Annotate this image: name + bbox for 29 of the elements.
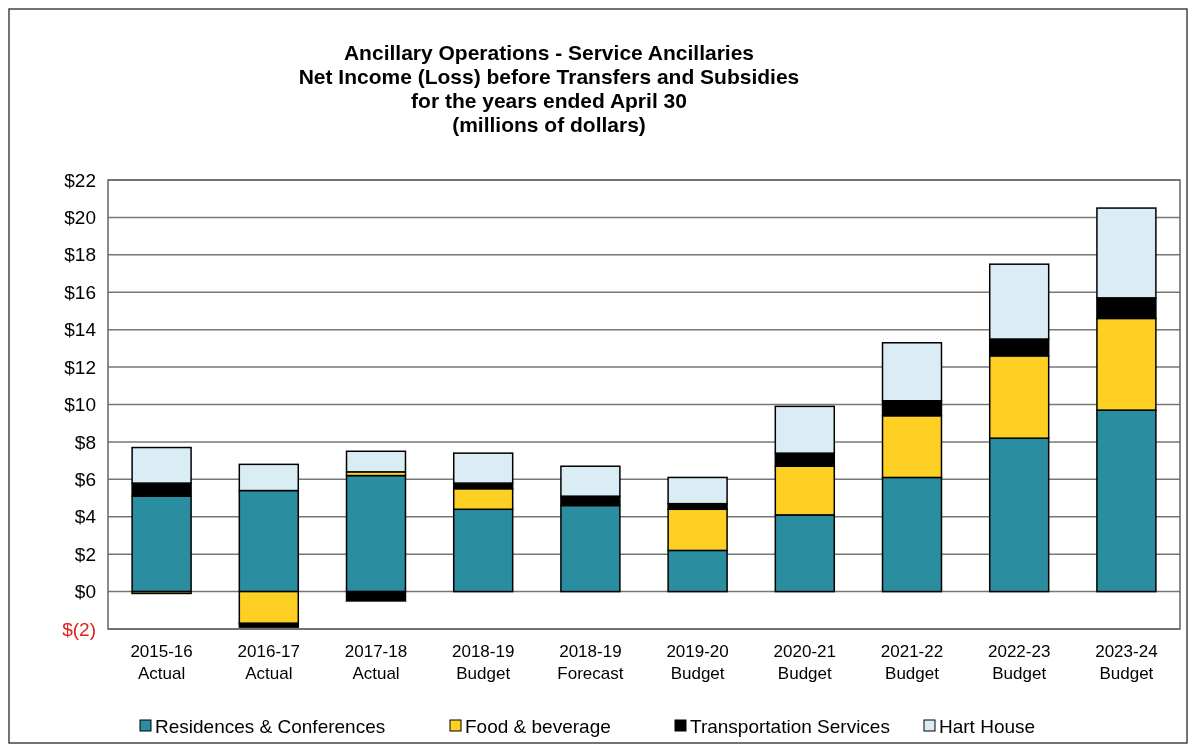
y-tick-label: $16 [64, 281, 96, 303]
x-tick-label: 2023-24 Budget [1095, 642, 1158, 683]
legend-label: Hart House [939, 715, 1036, 737]
y-tick-label: $0 [74, 581, 96, 603]
y-tick-label: $14 [64, 319, 97, 341]
x-tick-label: 2022-23 Budget [988, 642, 1051, 683]
x-tick-label: 2018-19 Budget [452, 642, 515, 683]
x-tick-label: 2016-17 Actual [237, 642, 300, 683]
legend-label: Food & beverage [465, 715, 611, 737]
x-tick-label: 2017-18 Actual [344, 642, 408, 683]
y-tick-label: $20 [64, 207, 96, 229]
x-tick-label: 2015-16 Actual [130, 642, 193, 683]
y-tick-label: $8 [74, 431, 96, 453]
chart-title: Ancillary Operations - Service Ancillaries Net Income (Loss) before Transfers and Subsidies for the years ended April 30 (millions of dollars) [298, 41, 800, 136]
x-tick-label: 2019-20 Budget [666, 642, 729, 683]
y-tick-label: $12 [64, 356, 96, 378]
y-tick-label: $2 [74, 543, 96, 565]
legend-label: Transportation Services [690, 715, 890, 737]
bar [345, 450, 407, 473]
y-tick-label: $4 [74, 506, 97, 528]
x-tick-label: 2020-21 Budget [773, 642, 836, 683]
y-tick-label: $22 [64, 169, 96, 191]
x-tick-label: 2021-22 Budget [880, 642, 944, 683]
x-tick-label: 2018-19 Forecast [557, 642, 624, 683]
y-tick-label: $10 [64, 394, 96, 416]
y-tick-label: $(2) [62, 618, 96, 640]
y-tick-label: $6 [74, 468, 96, 490]
legend-label: Residences & Conferences [155, 715, 386, 737]
y-tick-label: $18 [64, 244, 96, 266]
